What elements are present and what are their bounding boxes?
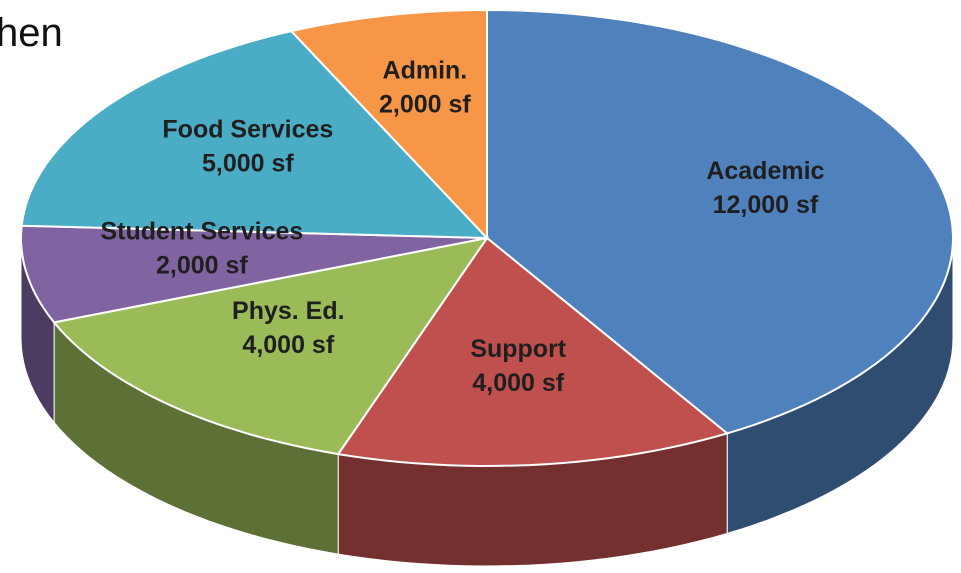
slice: [52, 236, 490, 456]
slice-label: Academic: [706, 157, 824, 185]
annotation: hen: [0, 11, 63, 55]
slice-value-label: 2,000 sf: [379, 91, 471, 119]
slice: [20, 29, 490, 240]
slice: [19, 224, 488, 324]
slice: [486, 8, 955, 435]
slice-value-label: 2,000 sf: [156, 251, 248, 279]
slice-label: Admin.: [383, 57, 468, 85]
slice-value-label: 5,000 sf: [202, 149, 294, 177]
slice-value-label: 12,000 sf: [713, 191, 819, 219]
slice-label: Food Services: [162, 115, 333, 143]
slice: [289, 8, 488, 241]
slice-value-label: 4,000 sf: [472, 369, 564, 397]
slice: [336, 236, 730, 468]
slice-label: Phys. Ed.: [232, 297, 345, 325]
slice-label: Support: [470, 335, 566, 363]
slice-label: Student Services: [100, 217, 303, 245]
slice-value-label: 4,000 sf: [242, 331, 334, 359]
